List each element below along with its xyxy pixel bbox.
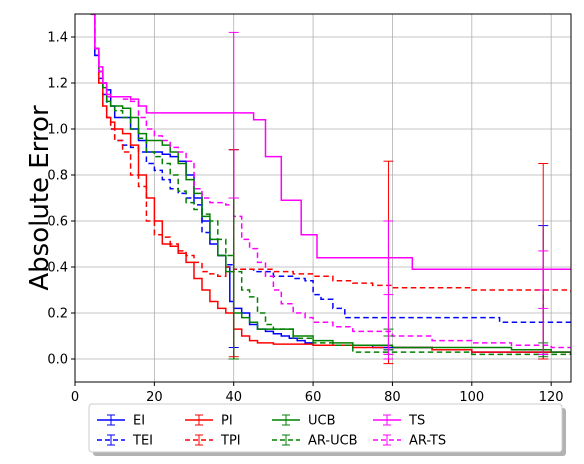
x-tick-label: 100 xyxy=(459,390,484,405)
series-layer xyxy=(90,14,571,356)
y-tick-label: 0.8 xyxy=(47,169,68,184)
series-line-ts xyxy=(90,14,571,271)
x-tick-label: 80 xyxy=(384,390,401,405)
y-axis-label: Absolute Error xyxy=(25,105,55,291)
legend-label-ar-ts: AR-TS xyxy=(409,434,446,449)
legend: EI TEI PI TPI UCB AR-UCB TS AR-TS xyxy=(88,403,566,456)
x-tick-label: 120 xyxy=(539,390,564,405)
y-tick-label: 0.6 xyxy=(47,215,68,230)
series-line-pi xyxy=(90,14,571,355)
plot-frame xyxy=(74,13,572,383)
y-tick-label: 1.4 xyxy=(47,31,68,46)
axis-ticks: 0 20 40 60 80 100 120 0.0 0.2 0.4 0.6 0.8 1.0 1.2 1.4 xyxy=(47,31,563,406)
legend-label-tei: TEI xyxy=(132,434,153,449)
x-tick-label: 40 xyxy=(225,390,242,405)
y-tick-label: 0.2 xyxy=(47,307,68,322)
x-tick-label: 20 xyxy=(146,390,163,405)
series-line-tei xyxy=(90,14,571,323)
legend-label-ei: EI xyxy=(133,414,145,429)
y-tick-label: 1.2 xyxy=(47,77,68,92)
legend-label-pi: PI xyxy=(221,414,233,429)
y-tick-label: 0.4 xyxy=(47,261,68,276)
legend-label-ucb: UCB xyxy=(308,414,336,429)
series-line-tpi xyxy=(90,14,571,293)
legend-label-ar-ucb: AR-UCB xyxy=(308,434,358,449)
legend-label-tpi: TPI xyxy=(220,434,241,449)
plot-area xyxy=(75,14,571,382)
legend-label-ts: TS xyxy=(408,414,425,429)
y-tick-label: 0.0 xyxy=(47,353,68,368)
errorbar-layer xyxy=(228,31,549,365)
series-line-ucb xyxy=(90,14,571,353)
y-tick-label: 1.0 xyxy=(47,123,68,138)
x-tick-label: 60 xyxy=(305,390,322,405)
series-line-ar-ucb xyxy=(90,14,571,356)
x-tick-label: 0 xyxy=(71,390,79,405)
